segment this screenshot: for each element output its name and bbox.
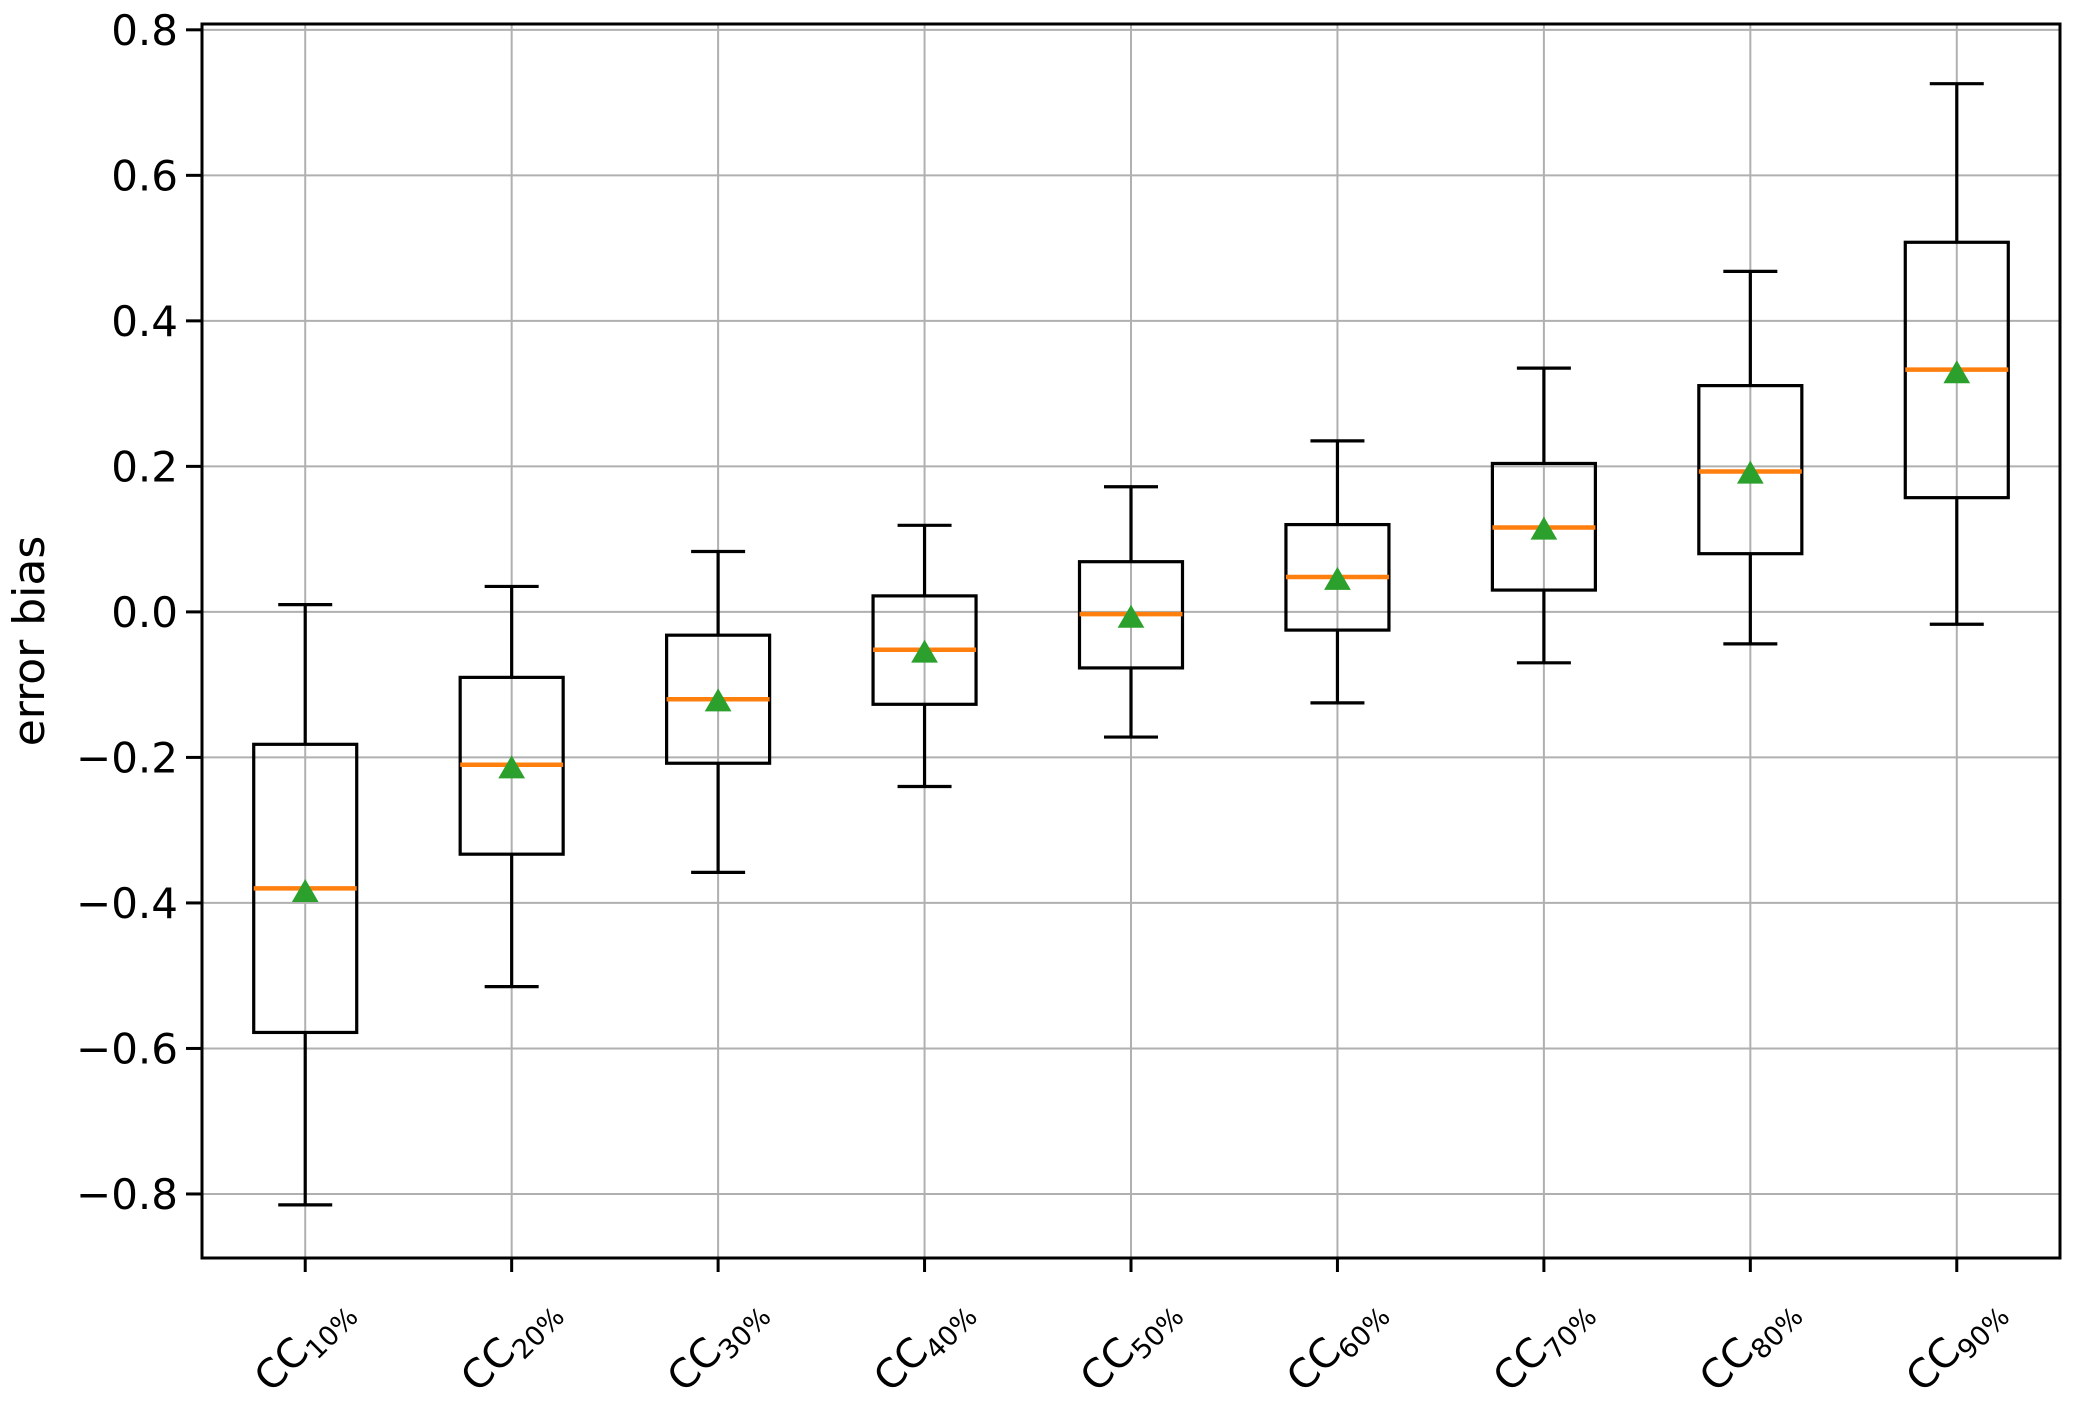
ticks-layer — [186, 28, 1959, 1272]
mean-marker — [291, 879, 319, 903]
box-group-CC30% — [665, 549, 772, 874]
x-tick-label-subscript: 10% — [300, 1301, 364, 1365]
box-group-CC90% — [1903, 82, 2010, 626]
x-tick-label-subscript: 30% — [713, 1301, 777, 1365]
y-tick-label: −0.4 — [76, 879, 178, 928]
x-tick-label-subscript: 20% — [507, 1301, 571, 1365]
box-group-CC60% — [1284, 439, 1391, 705]
y-tick-label: −0.2 — [76, 733, 178, 782]
box-group-CC70% — [1490, 366, 1597, 665]
box-group-CC80% — [1697, 269, 1804, 646]
mean-marker — [1117, 604, 1145, 628]
x-tick-label: CC70% — [1484, 1287, 1603, 1406]
grid-layer — [202, 24, 2060, 1258]
x-tick-label-subscript: 80% — [1745, 1301, 1809, 1365]
y-tick-label: −0.8 — [76, 1170, 178, 1219]
y-tick-label: −0.6 — [76, 1024, 178, 1073]
box-group-CC10% — [252, 603, 359, 1207]
mean-marker — [498, 755, 526, 779]
box-group-CC20% — [458, 584, 565, 989]
x-tick-label-subscript: 40% — [920, 1301, 984, 1365]
x-tick-label: CC80% — [1691, 1287, 1810, 1406]
y-axis-label: error bias — [4, 536, 55, 747]
y-tick-label: 0.8 — [111, 6, 178, 55]
mean-marker — [911, 639, 938, 663]
x-tick-label: CC40% — [865, 1287, 984, 1406]
x-tick-label: CC10% — [246, 1287, 365, 1406]
x-tick-label-subscript: 60% — [1332, 1301, 1396, 1365]
y-tick-label: 0.6 — [111, 151, 178, 200]
boxes-layer — [252, 82, 2010, 1207]
tick-labels-layer: 0.8 0.6 0.4 0.2 0.0 −0.2 −0.4 −0.6 −0.8 CC10% CC20… — [76, 6, 2016, 1405]
y-tick-label: 0.4 — [111, 297, 178, 346]
mean-marker — [704, 688, 732, 712]
x-tick-label-subscript: 90% — [1952, 1301, 2016, 1365]
box-group-CC40% — [871, 523, 978, 789]
mean-marker — [1324, 566, 1351, 590]
x-tick-label-subscript: 50% — [1126, 1301, 1190, 1365]
y-tick-label: 0.0 — [111, 588, 178, 637]
mean-marker — [1943, 360, 1971, 384]
x-tick-label: CC90% — [1897, 1287, 2016, 1406]
y-tick-label: 0.2 — [111, 442, 178, 491]
x-tick-label: CC20% — [452, 1287, 571, 1406]
box-group-CC50% — [1077, 485, 1185, 739]
mean-marker — [1736, 460, 1764, 484]
x-tick-label: CC50% — [1072, 1287, 1191, 1406]
x-tick-label: CC30% — [659, 1287, 778, 1406]
x-tick-label-subscript: 70% — [1539, 1301, 1603, 1365]
mean-marker — [1530, 516, 1558, 540]
x-tick-label: CC60% — [1278, 1287, 1397, 1406]
